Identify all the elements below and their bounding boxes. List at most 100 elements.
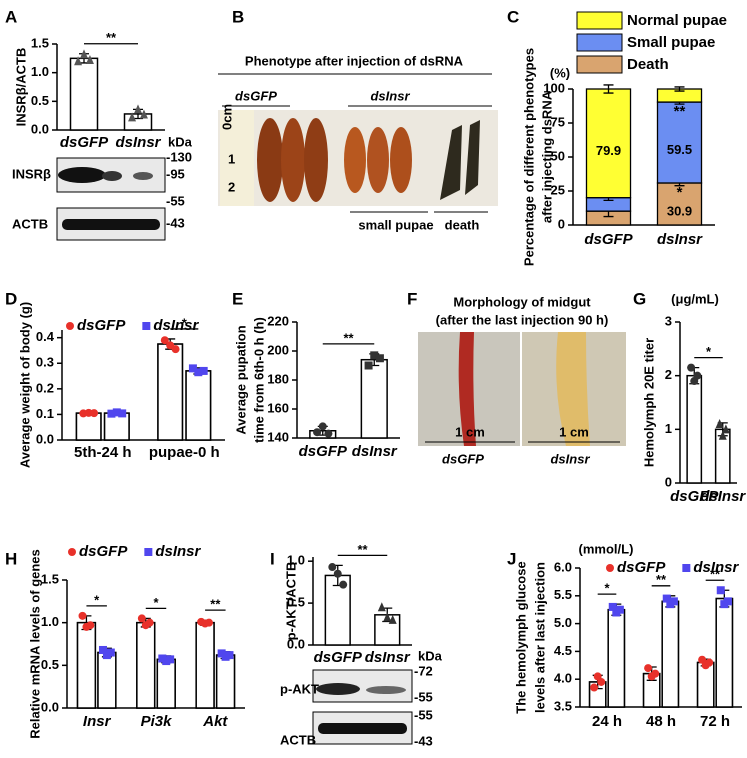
pupa	[304, 118, 328, 202]
point	[199, 366, 208, 375]
significance: *	[604, 581, 610, 596]
point	[324, 429, 333, 438]
y-tick-label: 0.2	[36, 380, 54, 395]
point	[137, 614, 146, 623]
point	[615, 605, 624, 614]
unit-label: (mmol/L)	[579, 541, 634, 556]
point	[606, 564, 614, 572]
point	[85, 55, 94, 65]
y-tick-label: 5.0	[554, 615, 572, 630]
point	[364, 361, 373, 370]
scale-label: 1 cm	[559, 424, 589, 439]
y-axis-label: p-AKT/ACTB	[283, 562, 298, 641]
y-axis-label: levels after last injection	[532, 562, 547, 713]
point	[693, 371, 702, 380]
blot-row-label: p-AKT	[280, 681, 319, 696]
point	[166, 655, 175, 664]
band	[133, 172, 153, 180]
point	[78, 611, 87, 620]
y-tick-label: 200	[267, 342, 289, 357]
x-tick-label: dsGFP	[60, 134, 109, 151]
kda-marker: -130	[166, 149, 192, 164]
photo-title: Morphology of midgut	[453, 294, 591, 309]
bar-segment	[585, 88, 632, 199]
band	[316, 683, 360, 695]
y-tick-label: 0.0	[287, 636, 305, 651]
band	[318, 723, 407, 734]
photo-label: dsInsr	[550, 451, 590, 466]
blot-row-label: INSRβ	[12, 166, 51, 181]
y-tick-label: 0	[665, 474, 672, 489]
point	[333, 569, 342, 578]
scale-label: 1 cm	[455, 424, 485, 439]
legend-swatch	[576, 55, 623, 74]
point	[644, 664, 653, 673]
bar	[715, 597, 734, 708]
point	[112, 408, 121, 417]
panel-letter: I	[270, 549, 275, 568]
x-tick-label: dsGFP	[584, 231, 633, 248]
legend-label: dsGFP	[79, 543, 128, 560]
point	[318, 422, 327, 431]
point	[716, 586, 725, 595]
significance: **	[656, 572, 667, 587]
y-tick-label: 100	[543, 80, 565, 95]
point	[328, 563, 337, 572]
y-tick-label: 0	[558, 216, 565, 231]
x-tick-label: dsInsr	[700, 488, 746, 505]
bar	[136, 621, 156, 709]
photo-label: dsGFP	[442, 451, 484, 466]
ruler-label: 1	[228, 151, 235, 166]
legend-label: dsInsr	[155, 543, 201, 560]
pupa	[367, 127, 389, 193]
point	[705, 658, 714, 667]
y-axis-label: Average weight of body (g)	[17, 302, 32, 468]
x-tick-label: dsGFP	[299, 443, 348, 460]
kda-marker: -55	[166, 193, 185, 208]
y-tick-label: 140	[267, 429, 289, 444]
y-axis-label: The hemolymph glucose	[513, 561, 528, 713]
point	[597, 677, 606, 686]
dead-larvae	[440, 120, 480, 200]
bar-segment	[656, 182, 703, 226]
legend-label: dsInsr	[693, 559, 739, 576]
point	[74, 56, 83, 66]
blot-row-label: ACTB	[12, 216, 48, 231]
kda-marker: -43	[414, 733, 433, 748]
panel-letter: C	[507, 7, 519, 26]
panel-letter: F	[407, 289, 417, 308]
kda-marker: -55	[414, 707, 433, 722]
significance: **	[674, 103, 686, 120]
pupa	[281, 118, 305, 202]
band	[366, 686, 406, 694]
y-tick-label: 160	[267, 400, 289, 415]
point	[205, 618, 214, 627]
y-tick-label: 1.5	[41, 571, 59, 586]
photo-title: Phenotype after injection of dsRNA	[245, 53, 464, 68]
band	[58, 167, 106, 183]
significance: *	[706, 344, 712, 359]
pupa	[390, 127, 412, 193]
x-tick-label: Akt	[202, 713, 228, 730]
point	[590, 683, 599, 692]
y-tick-label: 1.0	[287, 553, 305, 568]
legend-label: Small pupae	[627, 34, 715, 51]
x-tick-label: dsInsr	[352, 443, 398, 460]
kda-marker: -72	[414, 663, 433, 678]
ruler-label: 2	[228, 179, 235, 194]
point	[669, 597, 678, 606]
point	[144, 548, 153, 556]
point	[370, 351, 379, 360]
point	[80, 49, 88, 59]
value-label: 79.9	[596, 143, 621, 158]
point	[171, 345, 180, 354]
blot-i: p-AKT ACTB kDa -72 -55 -55 -43	[280, 648, 443, 748]
bar	[686, 374, 703, 484]
bar	[185, 370, 212, 441]
kda-title: kDa	[418, 648, 443, 663]
panel-letter: H	[5, 549, 17, 568]
kda-marker: -43	[166, 215, 185, 230]
x-tick-label: 48 h	[646, 713, 676, 730]
y-tick-label: 0.3	[36, 355, 54, 370]
point	[128, 112, 137, 122]
